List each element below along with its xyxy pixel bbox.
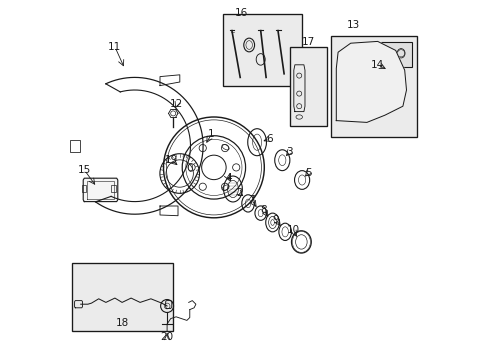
Text: 10: 10 xyxy=(286,225,299,235)
Text: 19: 19 xyxy=(165,155,178,165)
Text: 2: 2 xyxy=(235,188,242,198)
Text: 8: 8 xyxy=(260,204,266,215)
Bar xyxy=(330,36,416,137)
Polygon shape xyxy=(83,178,118,202)
Text: 18: 18 xyxy=(115,318,128,328)
Polygon shape xyxy=(336,41,406,122)
Text: 20: 20 xyxy=(160,332,173,342)
Text: 15: 15 xyxy=(78,165,91,175)
Text: 3: 3 xyxy=(285,147,292,157)
Bar xyxy=(72,263,172,331)
Text: 14: 14 xyxy=(370,60,384,70)
Bar xyxy=(81,185,86,192)
Text: 12: 12 xyxy=(170,99,183,109)
Bar xyxy=(289,47,326,126)
Bar xyxy=(223,14,302,86)
Bar xyxy=(381,42,411,67)
Text: 4: 4 xyxy=(224,173,231,183)
Text: 13: 13 xyxy=(346,20,359,30)
Text: 11: 11 xyxy=(108,42,122,52)
Text: 6: 6 xyxy=(266,134,272,144)
Bar xyxy=(111,185,115,192)
Text: 1: 1 xyxy=(207,129,214,139)
Text: 16: 16 xyxy=(234,8,247,18)
Text: 9: 9 xyxy=(272,215,279,225)
Text: 17: 17 xyxy=(301,37,314,48)
Text: 5: 5 xyxy=(305,168,311,178)
Text: 7: 7 xyxy=(248,195,254,205)
Bar xyxy=(70,140,80,152)
